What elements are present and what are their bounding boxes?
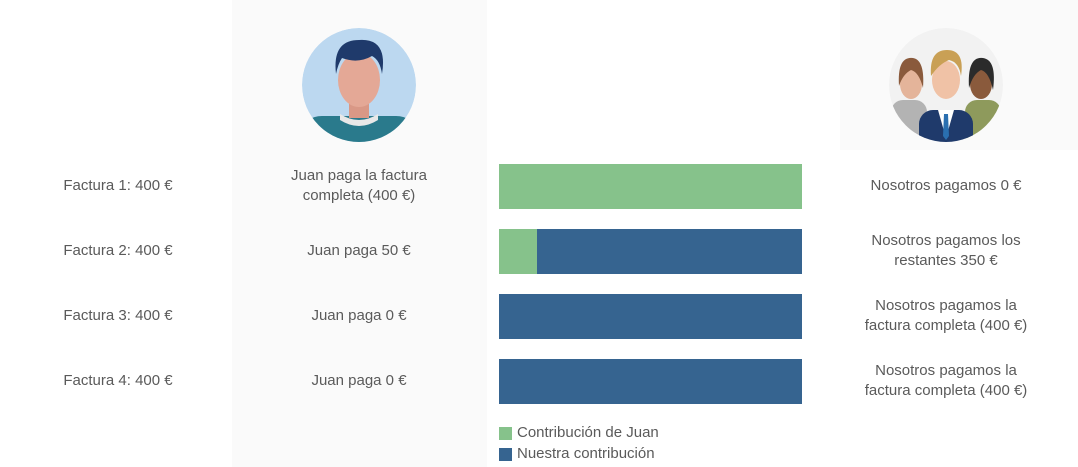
infographic: Factura 1: 400 € Juan paga la factura com…: [0, 0, 1078, 467]
payer-note: Juan paga la factura completa (400 €): [269, 166, 449, 206]
payer-note: Juan paga 0 €: [269, 306, 449, 326]
bill-label: Factura 4: 400 €: [63, 371, 172, 391]
bill-label: Factura 1: 400 €: [63, 176, 172, 196]
bar-segment: [499, 294, 802, 339]
avatar-juan: [302, 28, 416, 142]
legend-swatch: [499, 448, 512, 461]
payer-note: Juan paga 0 €: [269, 371, 449, 391]
bar-segment: [499, 359, 802, 404]
bill-label: Factura 3: 400 €: [63, 306, 172, 326]
bar-segment: [499, 164, 802, 209]
legend-label: Contribución de Juan: [517, 424, 659, 442]
bar-segment: [537, 229, 802, 274]
our-note: Nosotros pagamos la factura completa (40…: [857, 296, 1035, 336]
legend-label: Nuestra contribución: [517, 445, 655, 463]
legend-swatch: [499, 427, 512, 440]
our-note: Nosotros pagamos la factura completa (40…: [857, 361, 1035, 401]
our-note: Nosotros pagamos 0 €: [857, 176, 1035, 196]
bill-label: Factura 2: 400 €: [63, 241, 172, 261]
avatar-team: [889, 28, 1003, 142]
payer-note: Juan paga 50 €: [269, 241, 449, 261]
bar-segment: [499, 229, 537, 274]
our-note: Nosotros pagamos los restantes 350 €: [857, 231, 1035, 271]
